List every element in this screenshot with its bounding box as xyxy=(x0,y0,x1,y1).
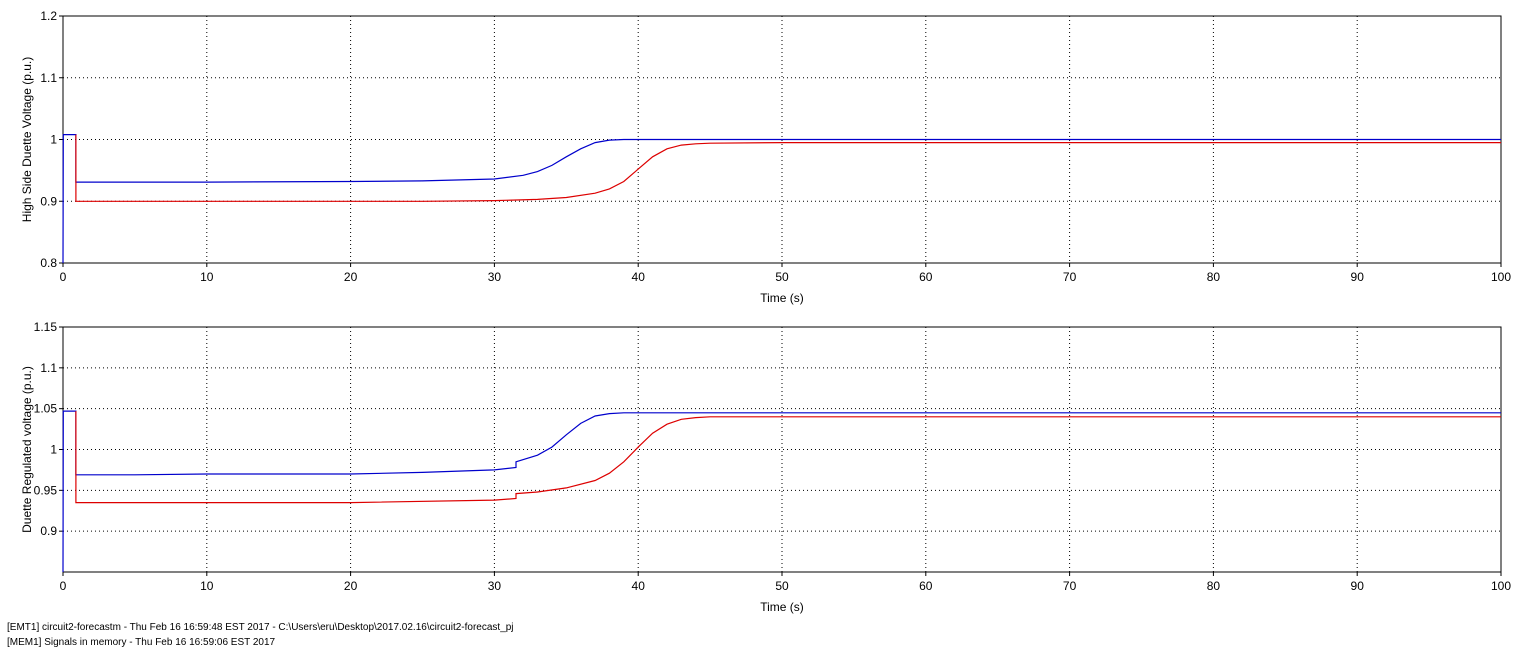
plot1-xtick-label: 70 xyxy=(1063,270,1077,284)
plot1-ytick-label: 1.1 xyxy=(40,71,57,85)
plot1-xtick-label: 20 xyxy=(344,270,358,284)
plot1-xtick-label: 100 xyxy=(1491,270,1511,284)
plot2-ytick-label: 0.9 xyxy=(40,524,57,538)
footer-source-line-2: [MEM1] Signals in memory - Thu Feb 16 16… xyxy=(7,637,276,648)
plot2-xtick-label: 50 xyxy=(775,579,789,593)
plot2-xtick-label: 100 xyxy=(1491,579,1511,593)
footer-source-line-1: [EMT1] circuit2-forecastm - Thu Feb 16 1… xyxy=(7,622,514,633)
plot2-xtick-label: 40 xyxy=(632,579,646,593)
plot2-ytick-label: 1 xyxy=(50,443,57,457)
plot1-xtick-label: 0 xyxy=(60,270,67,284)
plot1-ylabel: High Side Duette Voltage (p.u.) xyxy=(20,57,34,222)
plot1-xtick-label: 30 xyxy=(488,270,502,284)
plot2-xtick-label: 60 xyxy=(919,579,933,593)
plot2-xtick-label: 70 xyxy=(1063,579,1077,593)
plot1-ytick-label: 0.9 xyxy=(40,194,57,208)
plot2-ylabel: Duette Regulated voltage (p.u.) xyxy=(20,366,34,533)
plot1-xtick-label: 80 xyxy=(1207,270,1221,284)
plot1-xtick-label: 40 xyxy=(632,270,646,284)
plot1-xlabel: Time (s) xyxy=(760,291,804,305)
plot1-series-1-line xyxy=(62,134,1501,264)
plot2-ytick-label: 1.05 xyxy=(34,402,58,416)
plot1-xtick-label: 90 xyxy=(1351,270,1365,284)
plot1-ytick-label: 0.8 xyxy=(40,256,57,270)
plot1-xtick-label: 50 xyxy=(775,270,789,284)
plot1-xtick-label: 60 xyxy=(919,270,933,284)
plot2-ytick-label: 1.15 xyxy=(34,320,58,334)
chart-area: 0 10 20 30 40 50 60 70 80 90 1000.80.911.11.2Time … xyxy=(20,9,1511,614)
plot2-xlabel: Time (s) xyxy=(760,600,804,614)
plot2-xtick-label: 80 xyxy=(1207,579,1221,593)
plot2-ytick-label: 0.95 xyxy=(34,483,58,497)
plot2-series-1-line xyxy=(62,410,1501,573)
plot1-xtick-label: 10 xyxy=(200,270,214,284)
plot1-ytick-label: 1 xyxy=(50,133,57,147)
plot2-xtick-label: 30 xyxy=(488,579,502,593)
plot2-xtick-label: 0 xyxy=(60,579,67,593)
plot2-xtick-label: 20 xyxy=(344,579,358,593)
plot2-xtick-label: 90 xyxy=(1351,579,1365,593)
plot1-ytick-label: 1.2 xyxy=(40,9,57,23)
plot1-series-2-line xyxy=(75,134,1501,202)
plot2-ytick-label: 1.1 xyxy=(40,361,57,375)
plot2-series-2-line xyxy=(75,411,1501,504)
plot2-xtick-label: 10 xyxy=(200,579,214,593)
